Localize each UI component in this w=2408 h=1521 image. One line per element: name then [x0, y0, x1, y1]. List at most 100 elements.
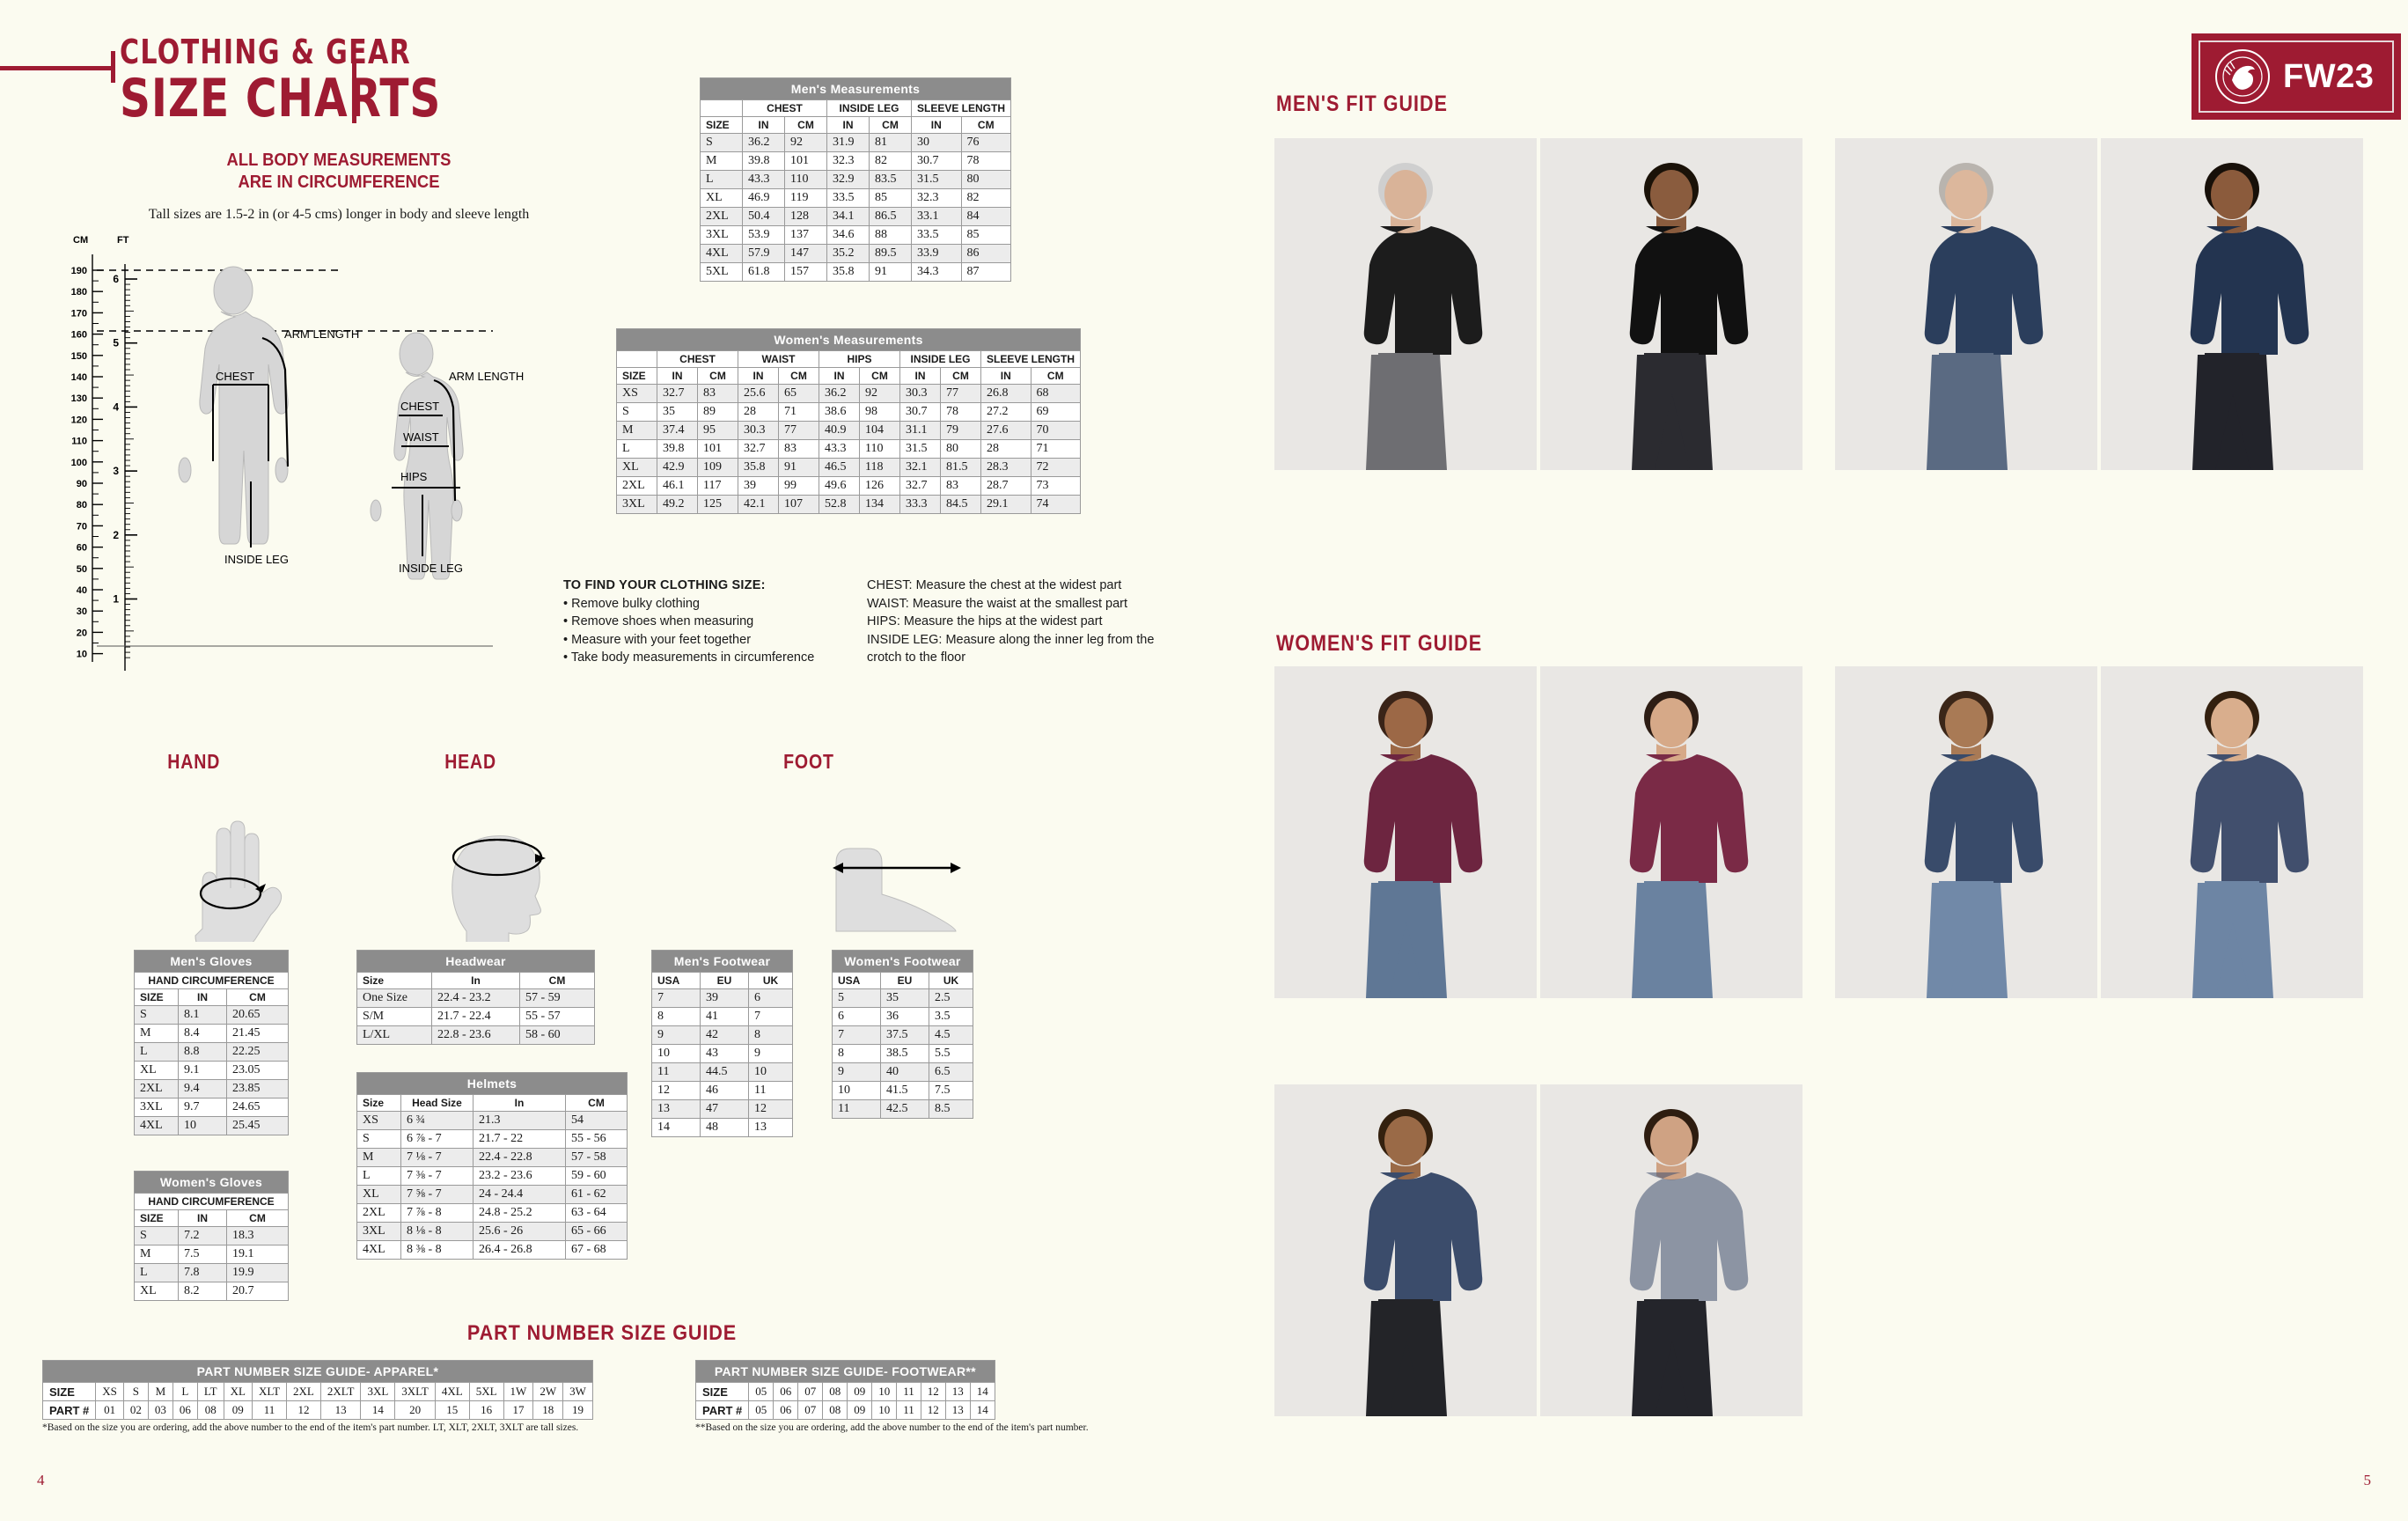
column-header: IN: [980, 367, 1031, 385]
table-cell: 53.9: [742, 225, 785, 245]
part-footwear-table-wrap: PART NUMBER SIZE GUIDE- FOOTWEAR** SIZE 05…: [694, 1360, 995, 1420]
definition-chest: CHEST: Measure the chest at the widest p…: [867, 578, 1122, 592]
svg-text:30: 30: [77, 606, 87, 617]
helmets-table-wrap: Helmets Size Head Size In CM XS 6 ¾ 21.3 54 S 6 ⅞ …: [356, 1072, 628, 1260]
table-row: L/XL 22.8 - 23.6 58 - 60: [356, 1025, 595, 1045]
label-arm-length-male: ARM LENGTH: [284, 327, 359, 341]
table-cell: 27.2: [980, 402, 1031, 422]
page-title-block: CLOTHING & GEAR SIZE CHARTS: [0, 33, 477, 125]
table-cell: 87: [960, 262, 1012, 282]
foot-label: FOOT: [783, 750, 834, 773]
table-cell: 22.4 - 23.2: [431, 988, 520, 1008]
column-header: Head Size: [400, 1094, 474, 1112]
table-cell: XL: [700, 188, 743, 208]
table-cell: 65: [778, 384, 819, 403]
table-cell: 125: [697, 495, 738, 514]
table-cell: 14: [969, 1400, 995, 1420]
table-cell: 46.9: [742, 188, 785, 208]
table-cell: 71: [1030, 439, 1082, 459]
table-cell: 70: [1030, 421, 1082, 440]
table-cell: 46: [700, 1081, 749, 1100]
column-header: IN: [826, 116, 870, 134]
table-cell: 80: [940, 439, 981, 459]
table-header-row: USA EU UK: [651, 972, 793, 989]
table-cell: 12: [651, 1081, 701, 1100]
table-cell: 86: [960, 244, 1012, 263]
table-cell: L: [356, 1166, 401, 1186]
apparel-footnote: *Based on the size you are ordering, add…: [42, 1422, 579, 1433]
table-header-row: SIZE IN CM: [134, 988, 289, 1006]
table-group-header: HAND CIRCUMFERENCE: [134, 972, 289, 989]
table-title: PART NUMBER SIZE GUIDE- APPAREL*: [42, 1360, 593, 1383]
label-inside-leg-male: INSIDE LEG: [224, 553, 289, 566]
table-cell: 68: [1030, 384, 1082, 403]
table-cell: S: [134, 1226, 179, 1245]
table-cell: 30.3: [899, 384, 941, 403]
table-cell: 12: [920, 1400, 946, 1420]
table-cell: 2XL: [286, 1382, 321, 1401]
table-cell: S: [616, 402, 657, 422]
table-cell: 27.6: [980, 421, 1031, 440]
table-row: XL 7 ⅝ - 7 24 - 24.4 61 - 62: [356, 1185, 628, 1204]
table-row: 5 35 2.5: [832, 988, 973, 1008]
table-cell: S: [356, 1129, 401, 1149]
table-cell: 7.2: [178, 1226, 227, 1245]
table-cell: 37.4: [657, 421, 698, 440]
table-cell: XS: [95, 1382, 124, 1401]
table-cell: 92: [784, 133, 827, 152]
svg-text:180: 180: [71, 287, 87, 298]
svg-text:10: 10: [77, 650, 87, 660]
table-cell: 33.3: [899, 495, 941, 514]
table-group-header: CHEST WAIST HIPS INSIDE LEG SLEEVE LENGTH: [616, 350, 1082, 368]
table-cell: 4XL: [434, 1382, 470, 1401]
table-cell: 83: [778, 439, 819, 459]
table-cell: XL: [134, 1061, 179, 1080]
table-cell: 67 - 68: [565, 1240, 628, 1260]
table-cell: 7.5: [178, 1245, 227, 1264]
table-cell: 42.9: [657, 458, 698, 477]
table-row: 8 38.5 5.5: [832, 1044, 973, 1063]
table-cell: 5: [832, 988, 881, 1008]
table-cell: 43.3: [742, 170, 785, 189]
table-row: 2XL 7 ⅞ - 8 24.8 - 25.2 63 - 64: [356, 1203, 628, 1223]
table-cell: 42.1: [738, 495, 779, 514]
page-title-line1: CLOTHING & GEAR: [120, 33, 412, 71]
column-header: EU: [700, 972, 749, 989]
table-cell: 48: [700, 1118, 749, 1137]
table-cell: 11: [651, 1062, 701, 1082]
table-row: 4XL 8 ⅜ - 8 26.4 - 26.8 67 - 68: [356, 1240, 628, 1260]
table-cell: 52.8: [819, 495, 860, 514]
table-cell: 137: [784, 225, 827, 245]
table-cell: 41: [700, 1007, 749, 1026]
womens-fit-guide-heading: WOMEN'S FIT GUIDE: [1276, 631, 1483, 656]
column-header: IN: [742, 116, 785, 134]
table-cell: 33.5: [826, 188, 870, 208]
table-row: XL 46.9 119 33.5 85 32.3 82: [700, 188, 1012, 208]
svg-text:100: 100: [71, 458, 87, 468]
table-cell: 128: [784, 207, 827, 226]
table-cell: 37.5: [880, 1025, 929, 1045]
table-cell: 8.2: [178, 1282, 227, 1301]
table-cell: XL: [134, 1282, 179, 1301]
svg-text:20: 20: [77, 628, 87, 638]
table-cell: 31.9: [826, 133, 870, 152]
table-row: 3XL 8 ⅛ - 8 25.6 - 26 65 - 66: [356, 1222, 628, 1241]
table-row: 5XL 61.8 157 35.8 91 34.3 87: [700, 262, 1012, 282]
table-cell: 11: [748, 1081, 793, 1100]
table-cell: 83: [940, 476, 981, 496]
table-row: 7 37.5 4.5: [832, 1025, 973, 1045]
table-row: XS 32.7 83 25.6 65 36.2 92 30.3 77 26.8 68: [616, 384, 1082, 403]
column-header: SIZE: [134, 988, 179, 1006]
table-cell: 46.5: [819, 458, 860, 477]
table-cell: 7 ⅝ - 7: [400, 1185, 474, 1204]
table-header-row: USA EU UK: [832, 972, 973, 989]
table-cell: 3W: [562, 1382, 593, 1401]
table-cell: 8: [651, 1007, 701, 1026]
table-cell: 46.1: [657, 476, 698, 496]
table-cell: 22.4 - 22.8: [473, 1148, 566, 1167]
table-cell: 7: [651, 988, 701, 1008]
table-cell: 13: [748, 1118, 793, 1137]
table-cell: XS: [616, 384, 657, 403]
part-apparel-table-wrap: PART NUMBER SIZE GUIDE- APPAREL* SIZE XS S M…: [41, 1360, 593, 1420]
